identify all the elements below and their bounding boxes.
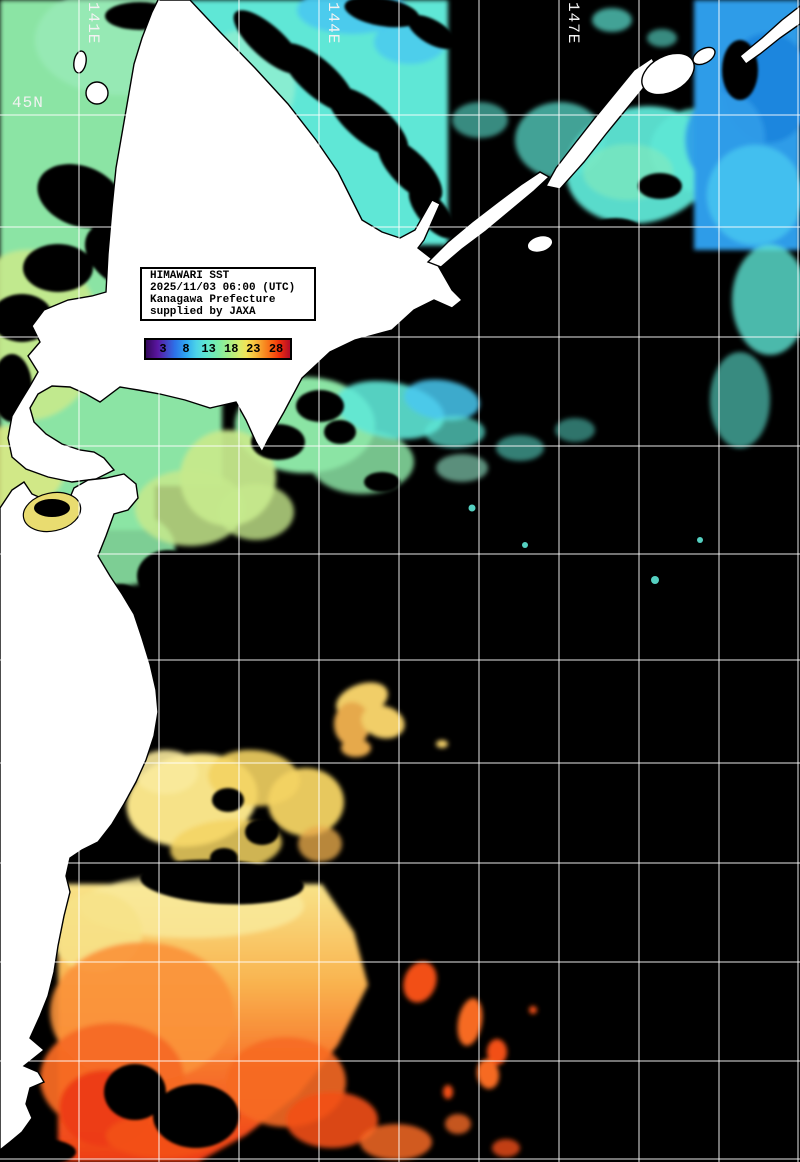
sst-orange-bottom xyxy=(360,1124,432,1160)
sst-cyan-streak xyxy=(425,416,485,448)
kunashiri-island xyxy=(426,171,551,268)
sst-cyan-speck xyxy=(651,576,659,584)
longitude-label-147e: 147E xyxy=(564,2,582,45)
sst-right-edge-cyan xyxy=(732,245,800,355)
sst-orange-speck xyxy=(445,1114,471,1134)
product-title: HIMAWARI SST xyxy=(150,270,230,282)
longitude-label-144e: 144E xyxy=(324,2,342,45)
colorbar-tick: 23 xyxy=(246,342,261,356)
sst-cyan-streak xyxy=(436,454,488,482)
colorbar-tick: 28 xyxy=(268,342,284,356)
sst-yellow-patch xyxy=(134,750,198,794)
sst-yellow-patch xyxy=(268,768,344,836)
sst-cyan-speck xyxy=(647,29,677,47)
hokkaido-landmass xyxy=(7,0,464,483)
rishiri-island xyxy=(85,81,109,105)
colorbar-tick: 18 xyxy=(224,342,239,356)
sst-tan-blob xyxy=(361,705,405,739)
sst-right-edge-cyan xyxy=(710,352,770,448)
sst-cyan-speck xyxy=(522,542,528,548)
kuril-islet xyxy=(692,46,716,66)
sst-cyan-speck xyxy=(592,8,632,32)
sst-orange-speck xyxy=(529,1006,537,1014)
sst-yellow-patch xyxy=(298,826,342,862)
sst-orange-speck xyxy=(492,1139,520,1157)
sst-tan-blob xyxy=(334,702,370,746)
sst-orange-filament xyxy=(457,998,483,1046)
region-name: Kanagawa Prefecture xyxy=(150,294,276,306)
urup-island xyxy=(739,5,800,65)
colorbar-tick: 8 xyxy=(182,342,190,356)
sst-cold-blue-patch xyxy=(404,379,480,421)
info-box: HIMAWARI SST 2025/11/03 06:00 (UTC) Kana… xyxy=(140,267,316,321)
sst-orange-filament xyxy=(403,961,437,1003)
sst-cyan-streak xyxy=(555,418,595,442)
sst-blue-patch xyxy=(707,145,800,245)
credit-line: supplied by JAXA xyxy=(150,306,256,318)
timestamp: 2025/11/03 06:00 (UTC) xyxy=(150,282,296,294)
sst-tan-speck xyxy=(436,740,448,748)
sst-orange-filament xyxy=(476,1059,500,1089)
sst-cyan-speck xyxy=(452,102,508,138)
mutsu-bay-cloud xyxy=(34,499,70,517)
sst-cyan-speck xyxy=(468,504,476,512)
sst-orange-speck xyxy=(443,1085,453,1099)
sst-tan-blob xyxy=(341,739,371,757)
longitude-label-141e: 141E xyxy=(84,2,102,45)
colorbar-tick: 13 xyxy=(201,342,216,356)
colorbar-tick: 3 xyxy=(159,342,167,356)
sst-colorbar: 3 8 13 18 23 28 xyxy=(144,338,292,360)
sst-orange-bottom xyxy=(286,1092,378,1148)
sst-cyan-streak xyxy=(496,435,544,461)
sst-coastal-yellowgreen xyxy=(135,470,245,546)
latitude-label-45n: 45N xyxy=(12,94,44,112)
rebun-island xyxy=(73,50,87,74)
sst-cyan-speck xyxy=(697,537,703,543)
sst-orange-filament xyxy=(487,1039,507,1065)
shikotan-island xyxy=(526,234,554,254)
sst-cyan-specks xyxy=(468,504,703,584)
